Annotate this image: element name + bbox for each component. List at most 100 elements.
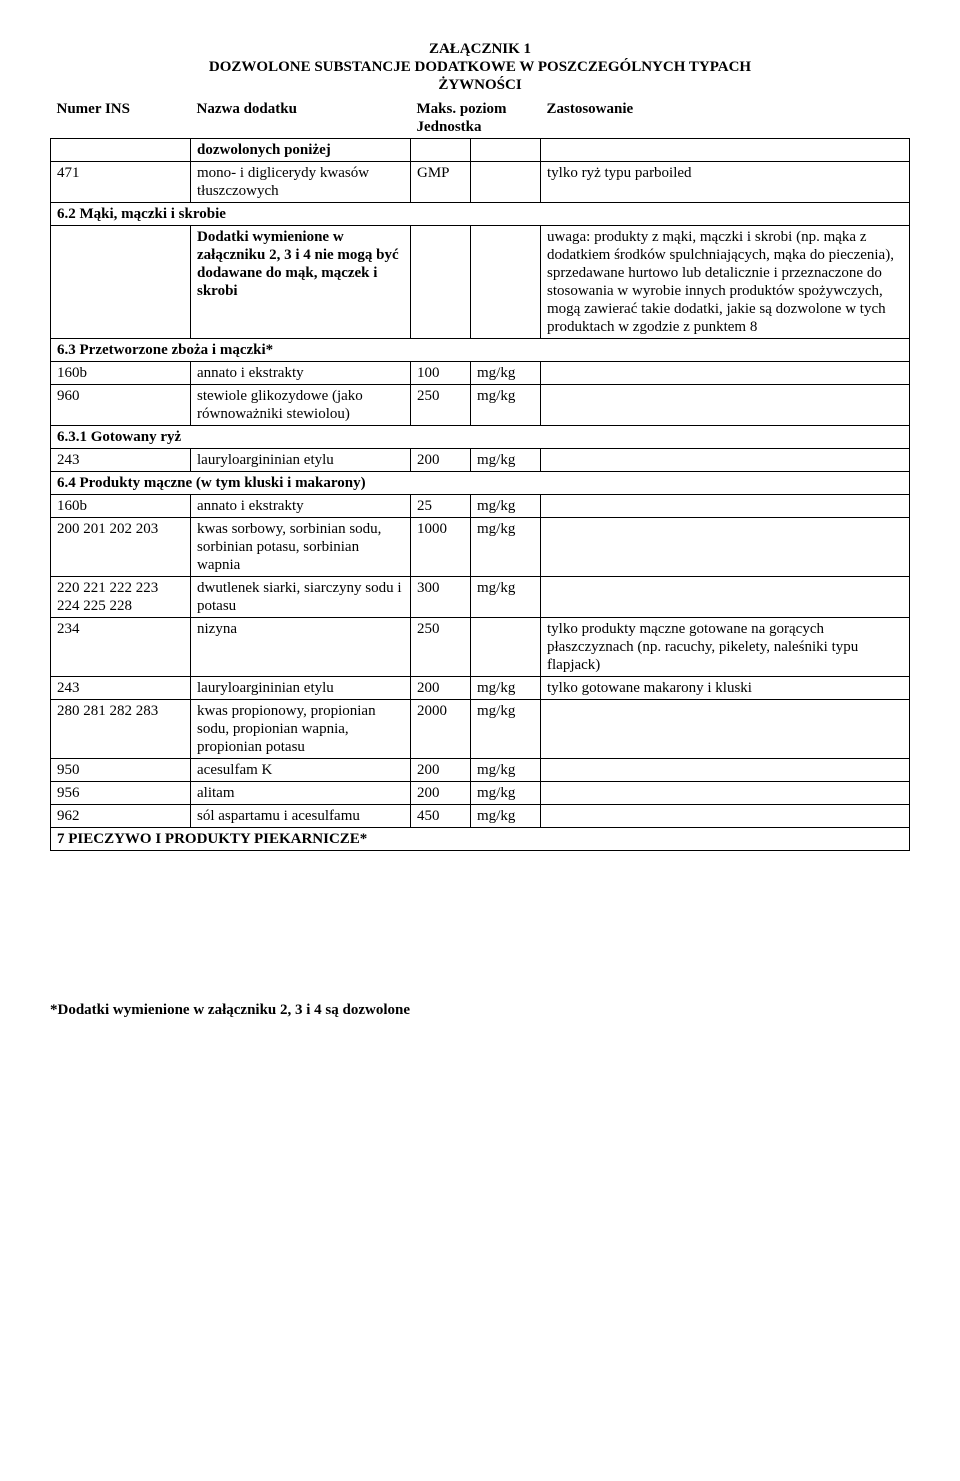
cell-empty xyxy=(471,139,541,162)
cell-name: dwutlenek siarki, siarczyny sodu i potas… xyxy=(191,577,411,618)
cell-name: kwas sorbowy, sorbinian sodu, sorbinian … xyxy=(191,518,411,577)
cell-ins: 234 xyxy=(51,618,191,677)
cell-name: kwas propionowy, propionian sodu, propio… xyxy=(191,700,411,759)
title-line3: ŻYWNOŚCI xyxy=(50,76,910,94)
cell-ins: 160b xyxy=(51,362,191,385)
table-row: 962 sól aspartamu i acesulfamu 450 mg/kg xyxy=(51,805,910,828)
table-row: 243 lauryloargininian etylu 200 mg/kg xyxy=(51,449,910,472)
section-6-4: 6.4 Produkty mączne (w tym kluski i maka… xyxy=(51,472,910,495)
cell-unit: mg/kg xyxy=(471,495,541,518)
cell-ins: 200 201 202 203 xyxy=(51,518,191,577)
col-max-unit: Maks. poziom Jednostka xyxy=(411,98,541,139)
cell-use xyxy=(541,495,910,518)
cell-name: alitam xyxy=(191,782,411,805)
cell-unit: mg/kg xyxy=(471,700,541,759)
section-6-2: 6.2 Mąki, mączki i skrobie xyxy=(51,203,910,226)
section-title: 6.4 Produkty mączne (w tym kluski i maka… xyxy=(51,472,910,495)
cell-unit: mg/kg xyxy=(471,362,541,385)
col-unit-label: Jednostka xyxy=(417,119,482,135)
cell-ins: 471 xyxy=(51,162,191,203)
cell-use xyxy=(541,362,910,385)
table-row: Dodatki wymienione w załączniku 2, 3 i 4… xyxy=(51,226,910,339)
cell-use xyxy=(541,449,910,472)
table-row: 950 acesulfam K 200 mg/kg xyxy=(51,759,910,782)
title-block: ZAŁĄCZNIK 1 DOZWOLONE SUBSTANCJE DODATKO… xyxy=(50,40,910,94)
table-row: 956 alitam 200 mg/kg xyxy=(51,782,910,805)
cell-use xyxy=(541,577,910,618)
cell-max: 200 xyxy=(411,759,471,782)
table-row: 160b annato i ekstrakty 25 mg/kg xyxy=(51,495,910,518)
cell-name: acesulfam K xyxy=(191,759,411,782)
cell-max: 1000 xyxy=(411,518,471,577)
cell-name: annato i ekstrakty xyxy=(191,362,411,385)
table-row: 234 nizyna 250 tylko produkty mączne got… xyxy=(51,618,910,677)
cell-max: 25 xyxy=(411,495,471,518)
cell-ins: 960 xyxy=(51,385,191,426)
cell-unit: mg/kg xyxy=(471,759,541,782)
col-ins: Numer INS xyxy=(51,98,191,139)
cell-name: stewiole glikozydowe (jako równoważniki … xyxy=(191,385,411,426)
cell-use xyxy=(541,759,910,782)
cell-max: 2000 xyxy=(411,700,471,759)
cell-name: sól aspartamu i acesulfamu xyxy=(191,805,411,828)
cell-ins: 950 xyxy=(51,759,191,782)
cell-ins: 160b xyxy=(51,495,191,518)
col-name: Nazwa dodatku xyxy=(191,98,411,139)
cell-use: tylko gotowane makarony i kluski xyxy=(541,677,910,700)
title-line2: DOZWOLONE SUBSTANCJE DODATKOWE W POSZCZE… xyxy=(50,58,910,76)
cell-unit: mg/kg xyxy=(471,385,541,426)
cell-unit: mg/kg xyxy=(471,577,541,618)
table-row: 471 mono- i diglicerydy kwasów tłuszczow… xyxy=(51,162,910,203)
column-headers-row: Numer INS Nazwa dodatku Maks. poziom Jed… xyxy=(51,98,910,139)
cell-ins: 962 xyxy=(51,805,191,828)
section-6-3: 6.3 Przetworzone zboża i mączki* xyxy=(51,339,910,362)
section-title: 6.3.1 Gotowany ryż xyxy=(51,426,910,449)
subheader-row: dozwolonych poniżej xyxy=(51,139,910,162)
cell-name: nizyna xyxy=(191,618,411,677)
cell-empty xyxy=(541,139,910,162)
cell-unit xyxy=(471,226,541,339)
cell-use xyxy=(541,385,910,426)
cell-max: 300 xyxy=(411,577,471,618)
subheader-cell: dozwolonych poniżej xyxy=(191,139,411,162)
cell-unit: mg/kg xyxy=(471,805,541,828)
cell-empty xyxy=(51,139,191,162)
section-6-3-1: 6.3.1 Gotowany ryż xyxy=(51,426,910,449)
cell-name: annato i ekstrakty xyxy=(191,495,411,518)
cell-ins: 956 xyxy=(51,782,191,805)
cell-max: 200 xyxy=(411,782,471,805)
cell-name: Dodatki wymienione w załączniku 2, 3 i 4… xyxy=(191,226,411,339)
cell-max: 450 xyxy=(411,805,471,828)
cell-max: 250 xyxy=(411,385,471,426)
table-row: 160b annato i ekstrakty 100 mg/kg xyxy=(51,362,910,385)
cell-name: lauryloargininian etylu xyxy=(191,677,411,700)
cell-empty xyxy=(411,139,471,162)
cell-unit xyxy=(471,162,541,203)
table-row: 200 201 202 203 kwas sorbowy, sorbinian … xyxy=(51,518,910,577)
col-max-label: Maks. poziom xyxy=(417,101,507,117)
cell-max: 100 xyxy=(411,362,471,385)
cell-use: tylko ryż typu parboiled xyxy=(541,162,910,203)
cell-ins xyxy=(51,226,191,339)
cell-ins: 243 xyxy=(51,449,191,472)
cell-max: 250 xyxy=(411,618,471,677)
cell-unit xyxy=(471,618,541,677)
cell-use xyxy=(541,700,910,759)
section-title: 7 PIECZYWO I PRODUKTY PIEKARNICZE* xyxy=(51,828,910,851)
section-title: 6.2 Mąki, mączki i skrobie xyxy=(51,203,910,226)
cell-unit: mg/kg xyxy=(471,518,541,577)
cell-max: 200 xyxy=(411,449,471,472)
cell-unit: mg/kg xyxy=(471,782,541,805)
col-use: Zastosowanie xyxy=(541,98,910,139)
cell-unit: mg/kg xyxy=(471,677,541,700)
cell-use xyxy=(541,782,910,805)
title-line1: ZAŁĄCZNIK 1 xyxy=(50,40,910,58)
table-row: 220 221 222 223 224 225 228 dwutlenek si… xyxy=(51,577,910,618)
cell-unit: mg/kg xyxy=(471,449,541,472)
cell-ins: 243 xyxy=(51,677,191,700)
cell-use xyxy=(541,805,910,828)
table-row: 280 281 282 283 kwas propionowy, propion… xyxy=(51,700,910,759)
cell-use: uwaga: produkty z mąki, mączki i skrobi … xyxy=(541,226,910,339)
cell-name: mono- i diglicerydy kwasów tłuszczowych xyxy=(191,162,411,203)
cell-use: tylko produkty mączne gotowane na gorący… xyxy=(541,618,910,677)
